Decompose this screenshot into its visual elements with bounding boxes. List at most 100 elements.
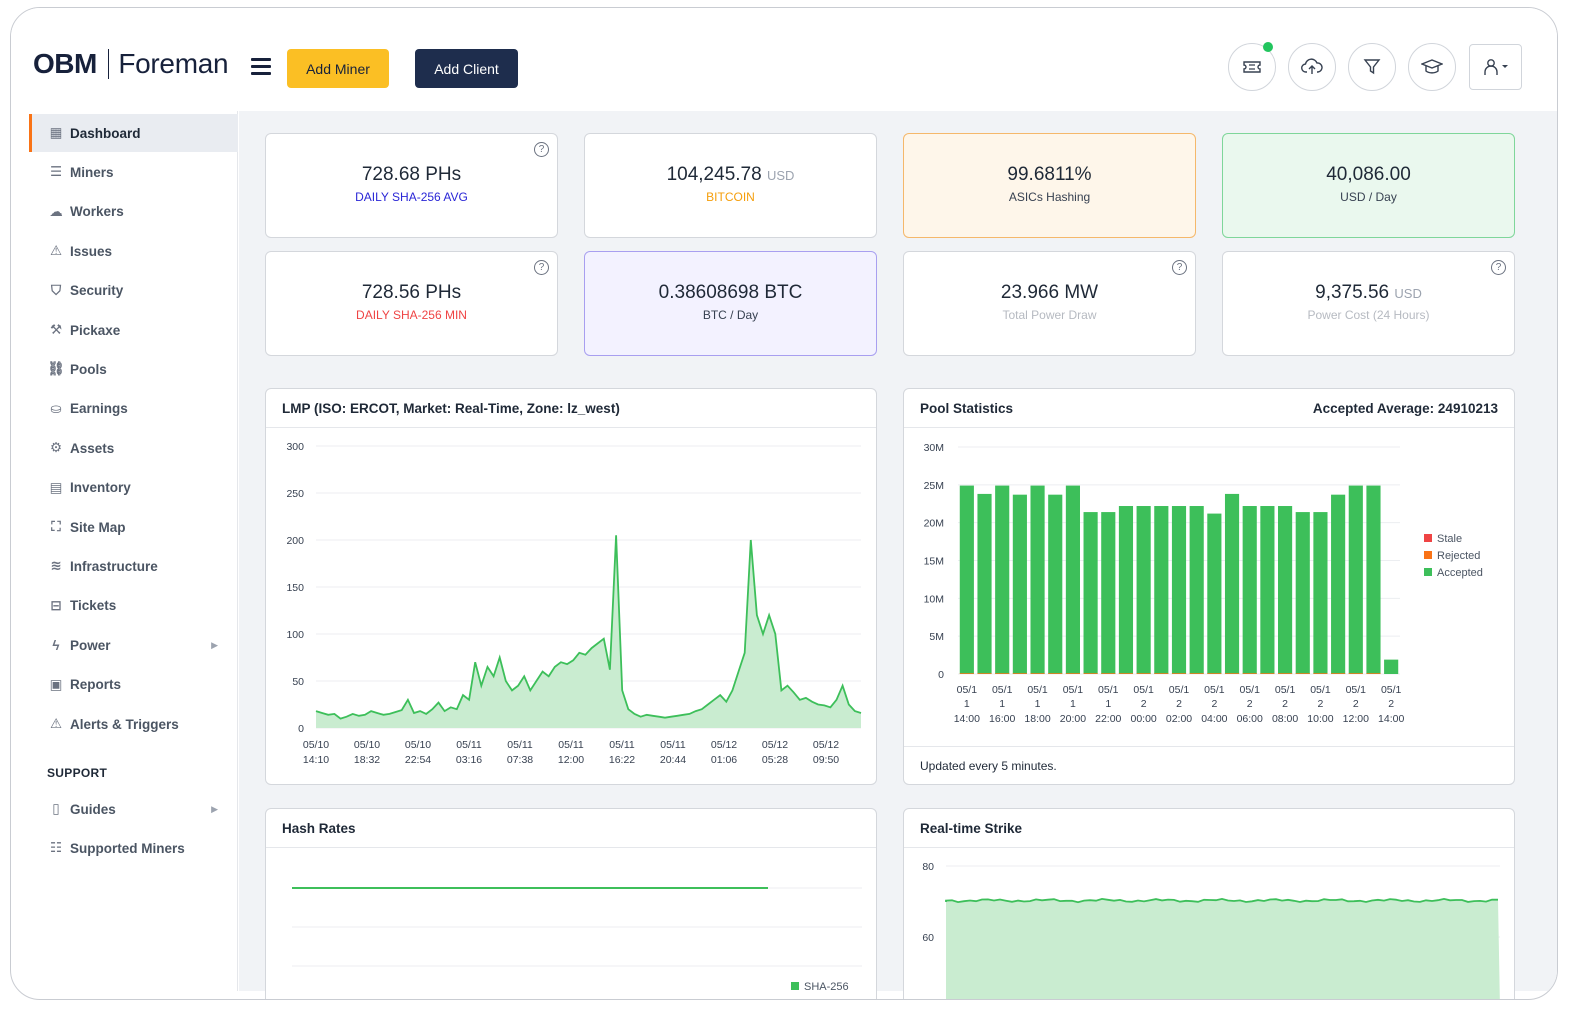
stat-label: Total Power Draw <box>1002 308 1097 322</box>
brand-logo[interactable]: OBM Foreman <box>33 48 229 80</box>
sidebar-item-dashboard[interactable]: ▦ Dashboard <box>29 114 238 152</box>
user-menu-button[interactable] <box>1469 44 1522 90</box>
sidebar-item-infrastructure[interactable]: ≋ Infrastructure <box>29 547 238 585</box>
accepted-bar <box>1030 485 1045 674</box>
sidebar-item-pickaxe[interactable]: ⚒ Pickaxe <box>29 311 238 349</box>
y-tick-label: 15M <box>924 556 944 568</box>
x-tick-label: 2 <box>1282 698 1288 710</box>
x-tick-label: 05/12 <box>762 739 788 751</box>
x-tick-label: 12:00 <box>1343 713 1369 725</box>
upload-button[interactable] <box>1288 43 1336 91</box>
y-tick-label: 50 <box>292 676 304 688</box>
sidebar-item-label: Alerts & Triggers <box>70 716 179 732</box>
academy-button[interactable] <box>1408 43 1456 91</box>
accepted-bar <box>959 485 974 674</box>
rejected-bar <box>1313 673 1328 674</box>
x-tick-label: 2 <box>1353 698 1359 710</box>
rejected-bar <box>1136 673 1151 674</box>
stat-label: DAILY SHA-256 AVG <box>355 190 468 204</box>
sidebar-item-earnings[interactable]: ⛀ Earnings <box>29 390 238 428</box>
sidebar-item-security[interactable]: ⛉ Security <box>29 272 238 310</box>
legend-label: Accepted <box>1437 567 1483 579</box>
cloud-upload-icon <box>1301 58 1323 74</box>
y-tick-label: 250 <box>286 488 304 500</box>
stat-card: 104,245.78 USD BITCOIN <box>584 133 877 238</box>
sidebar-item-supported-miners[interactable]: ☷ Supported Miners <box>29 829 238 867</box>
sidebar-item-label: Workers <box>70 204 124 220</box>
rejected-bar <box>1171 673 1187 674</box>
x-tick-label: 2 <box>1318 698 1324 710</box>
lmp-area <box>316 535 861 728</box>
sidebar-item-site-map[interactable]: ⛶ Site Map <box>29 508 238 546</box>
accepted-bar <box>1171 506 1187 674</box>
x-tick-label: 07:38 <box>507 754 533 766</box>
x-tick-label: 2 <box>1211 698 1217 710</box>
accepted-bar <box>1331 494 1346 674</box>
sidebar-item-reports[interactable]: ▣ Reports <box>29 666 238 704</box>
inventory-icon: ▤ <box>49 479 63 495</box>
x-tick-label: 05:28 <box>762 754 788 766</box>
help-icon[interactable]: ? <box>534 142 549 157</box>
filter-icon <box>1363 59 1381 75</box>
x-tick-label: 02:00 <box>1166 713 1192 725</box>
sidebar-item-label: Pools <box>70 361 107 377</box>
sidebar-item-assets[interactable]: ⚙ Assets <box>29 429 238 467</box>
sidebar-item-inventory[interactable]: ▤ Inventory <box>29 469 238 507</box>
pool-statistics-panel: Pool Statistics Accepted Average: 249102… <box>903 388 1515 785</box>
sidebar-item-pools[interactable]: ⛓ Pools <box>29 350 238 388</box>
top-bar: OBM Foreman Add Miner Add Client <box>11 8 1557 111</box>
x-tick-label: 05/1 <box>1346 684 1367 696</box>
x-tick-label: 05/1 <box>1240 684 1261 696</box>
x-tick-label: 18:32 <box>354 754 380 766</box>
earnings-icon: ⛀ <box>50 400 62 416</box>
hamburger-menu-icon[interactable] <box>251 58 271 75</box>
x-tick-label: 05/1 <box>1275 684 1296 696</box>
y-tick-label: 150 <box>286 582 304 594</box>
sidebar-item-alerts-triggers[interactable]: ⚠ Alerts & Triggers <box>29 705 238 743</box>
sidebar-item-power[interactable]: ϟ Power ▶ <box>29 626 238 664</box>
help-icon[interactable]: ? <box>534 260 549 275</box>
sidebar-item-issues[interactable]: ⚠ Issues <box>29 232 238 270</box>
filter-button[interactable] <box>1348 43 1396 91</box>
rejected-bar <box>995 673 1010 674</box>
accepted-bar <box>1224 493 1240 674</box>
y-tick-label: 10M <box>924 593 944 605</box>
stat-unit: USD <box>1394 286 1422 301</box>
legend-swatch <box>1424 534 1432 542</box>
sidebar-item-label: Guides <box>70 801 116 817</box>
add-miner-button[interactable]: Add Miner <box>287 49 389 88</box>
sidebar-item-label: Inventory <box>70 480 131 496</box>
x-tick-label: 18:00 <box>1024 713 1050 725</box>
strike-panel: Real-time Strike 60 80 <box>903 808 1515 999</box>
accepted-bar <box>995 485 1010 674</box>
rejected-bar <box>1118 673 1134 674</box>
logo-product: Foreman <box>118 48 229 79</box>
x-tick-label: 05/1 <box>1169 684 1190 696</box>
x-tick-label: 05/1 <box>992 684 1013 696</box>
accepted-bar <box>1189 506 1204 674</box>
x-tick-label: 05/1 <box>1098 684 1119 696</box>
sidebar-item-miners[interactable]: ☰ Miners <box>29 153 238 191</box>
help-icon[interactable]: ? <box>1172 260 1187 275</box>
x-tick-label: 04:00 <box>1201 713 1227 725</box>
x-tick-label: 2 <box>1247 698 1253 710</box>
sidebar-item-guides[interactable]: ▯ Guides ▶ <box>29 790 238 828</box>
sidebar-item-workers[interactable]: ☁ Workers <box>29 193 238 231</box>
sidebar-item-label: Issues <box>70 243 113 259</box>
rejected-bar <box>1101 673 1116 674</box>
tickets-button[interactable] <box>1228 42 1276 91</box>
add-client-button[interactable]: Add Client <box>415 49 518 88</box>
y-tick-label: 5M <box>929 631 944 643</box>
x-tick-label: 20:00 <box>1060 713 1086 725</box>
rejected-bar <box>1348 673 1363 674</box>
help-icon[interactable]: ? <box>1491 260 1506 275</box>
accepted-bar <box>1366 485 1381 674</box>
x-tick-label: 20:44 <box>660 754 686 766</box>
sidebar-item-tickets[interactable]: ⊟ Tickets <box>29 587 238 625</box>
x-tick-label: 05/1 <box>1133 684 1154 696</box>
x-tick-label: 05/10 <box>354 739 380 751</box>
x-tick-label: 16:00 <box>989 713 1015 725</box>
accepted-bar <box>1295 512 1310 674</box>
rejected-bar <box>1030 673 1045 674</box>
graduation-cap-icon <box>1421 59 1443 74</box>
